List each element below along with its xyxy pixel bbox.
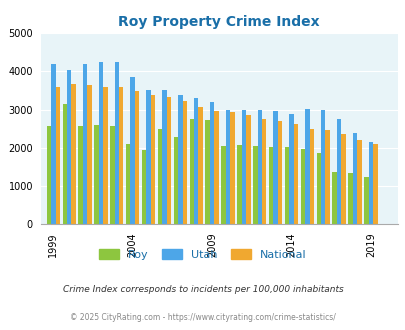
Bar <box>305 109 309 224</box>
Bar <box>356 140 361 224</box>
Bar <box>230 112 234 224</box>
Bar <box>363 177 368 224</box>
Text: Crime Index corresponds to incidents per 100,000 inhabitants: Crime Index corresponds to incidents per… <box>62 285 343 294</box>
Bar <box>51 64 55 224</box>
Bar <box>166 97 171 224</box>
Bar <box>288 114 293 224</box>
Bar <box>114 62 119 224</box>
Bar <box>182 101 187 224</box>
Bar <box>189 119 194 224</box>
Title: Roy Property Crime Index: Roy Property Crime Index <box>118 15 319 29</box>
Bar <box>252 146 257 224</box>
Bar <box>237 145 241 224</box>
Bar <box>67 70 71 224</box>
Bar <box>83 64 87 224</box>
Bar <box>130 78 134 224</box>
Text: © 2025 CityRating.com - https://www.cityrating.com/crime-statistics/: © 2025 CityRating.com - https://www.city… <box>70 314 335 322</box>
Bar <box>94 125 98 224</box>
Bar <box>336 119 341 224</box>
Bar <box>225 110 230 224</box>
Bar <box>316 153 320 224</box>
Bar <box>221 146 225 224</box>
Bar <box>173 137 178 224</box>
Legend: Roy, Utah, National: Roy, Utah, National <box>95 245 310 264</box>
Bar <box>273 112 277 224</box>
Bar <box>284 148 288 224</box>
Bar <box>110 126 114 224</box>
Bar <box>245 115 250 224</box>
Bar <box>134 91 139 224</box>
Bar <box>257 110 261 224</box>
Bar <box>277 121 281 224</box>
Bar <box>241 110 245 224</box>
Bar <box>78 126 83 224</box>
Bar <box>309 129 313 224</box>
Bar <box>126 144 130 224</box>
Bar <box>368 142 372 224</box>
Bar <box>261 119 266 224</box>
Bar <box>119 87 123 224</box>
Bar <box>214 111 218 224</box>
Bar <box>320 110 325 224</box>
Bar <box>194 98 198 224</box>
Bar <box>150 95 155 224</box>
Bar <box>332 172 336 224</box>
Bar <box>142 150 146 224</box>
Bar <box>162 90 166 224</box>
Bar <box>178 95 182 224</box>
Bar <box>205 120 209 224</box>
Bar <box>55 86 60 224</box>
Bar <box>372 144 377 224</box>
Bar <box>87 85 92 224</box>
Bar <box>300 149 305 224</box>
Bar <box>98 62 103 224</box>
Bar <box>293 124 297 224</box>
Bar <box>158 129 162 224</box>
Bar <box>62 104 67 224</box>
Bar <box>47 126 51 224</box>
Bar <box>71 83 76 224</box>
Bar <box>347 173 352 224</box>
Bar <box>325 130 329 224</box>
Bar <box>209 102 214 224</box>
Bar <box>146 90 150 224</box>
Bar <box>352 133 356 224</box>
Bar <box>198 107 202 224</box>
Bar <box>341 134 345 224</box>
Bar <box>103 86 107 224</box>
Bar <box>268 147 273 224</box>
